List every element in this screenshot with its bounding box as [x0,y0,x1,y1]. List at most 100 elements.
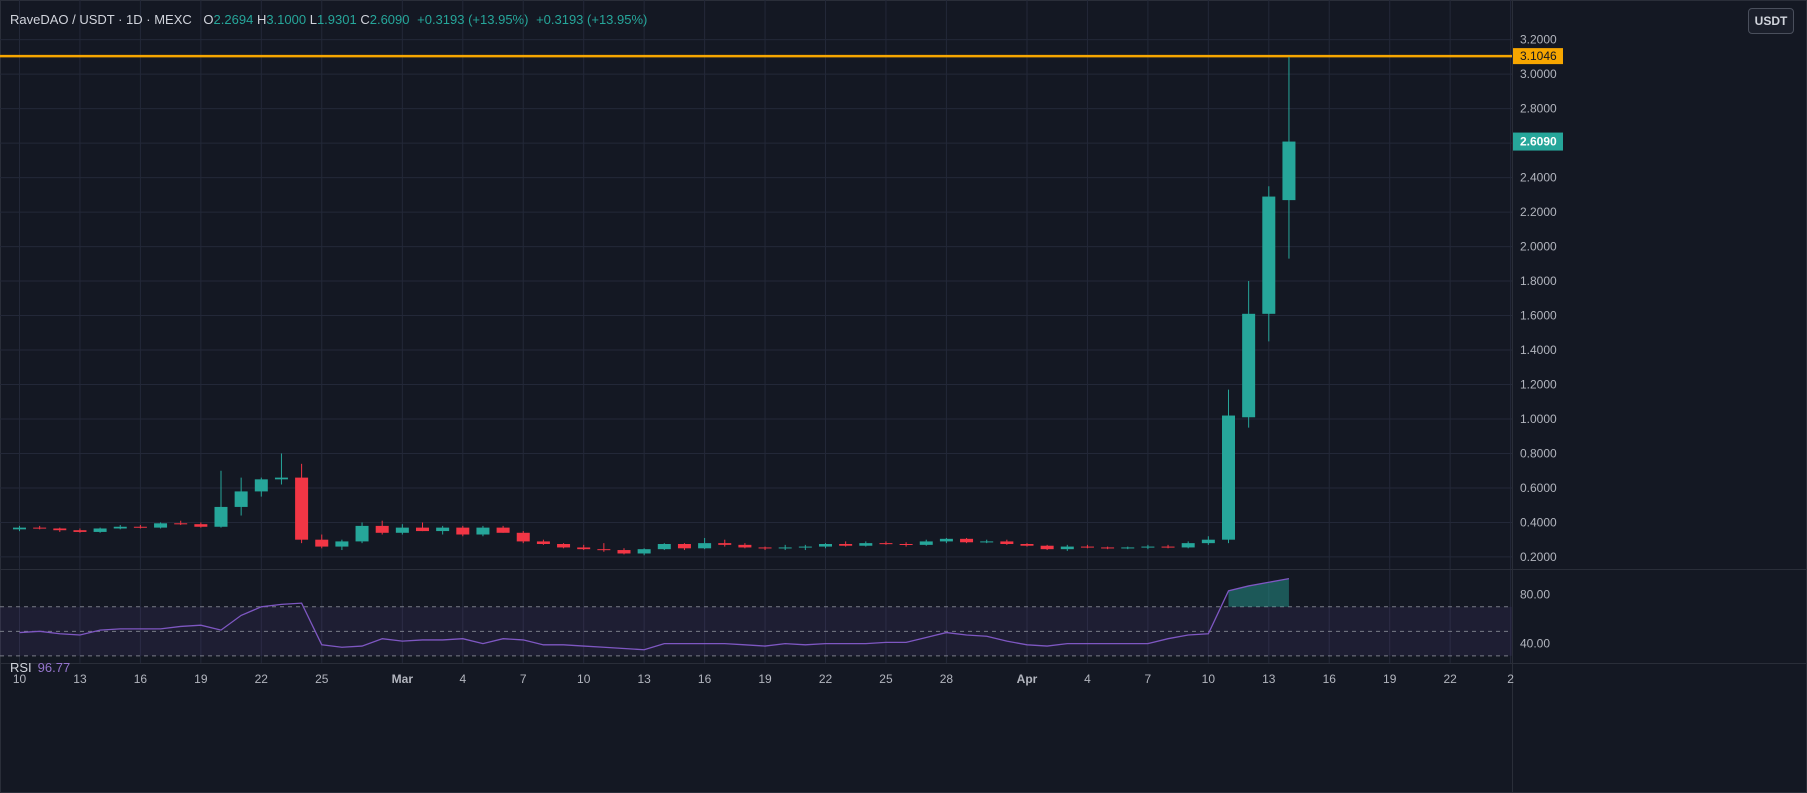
candle-body [93,528,107,532]
time-tick-label: 7 [520,672,527,686]
change-value-2: +0.3193 (+13.95%) [536,12,648,27]
candle-body [657,543,671,550]
candle-body [53,528,67,531]
close-label: C [360,12,370,27]
time-tick-label: 4 [1084,672,1091,686]
time-tick-label: 13 [73,672,87,686]
candle-body [1020,543,1034,546]
price-tick-label: 0.2000 [1520,550,1557,564]
time-tick-label: 16 [1323,672,1337,686]
price-tick-label: 0.8000 [1520,446,1557,460]
candle-body [1121,547,1135,549]
time-tick-label: 25 [315,672,329,686]
time-tick-label: 13 [637,672,651,686]
candle-body [315,539,329,547]
candle-body [778,547,792,549]
price-tick-label: 3.2000 [1520,33,1557,47]
candle-body [1181,543,1195,548]
price-tick-label: 2.0000 [1520,240,1557,254]
price-tick-label: 0.6000 [1520,481,1557,495]
time-tick-label: 19 [758,672,772,686]
candle-body [557,543,571,548]
candle-body [1080,546,1094,548]
price-tick-label: 0.4000 [1520,515,1557,529]
candle-body [637,549,651,554]
rsi-band-fill [0,606,1512,656]
candle-body [536,541,550,544]
candle-body [899,543,913,545]
candle-body [859,543,873,546]
candle-body [476,527,490,535]
symbol-title: RaveDAO / USDT · 1D · MEXC [10,12,192,27]
candle-body [1040,545,1054,550]
rsi-tick-label: 40.00 [1520,637,1550,651]
candle-body [617,550,631,554]
price-tick-label: 2.4000 [1520,171,1557,185]
candle-body [1141,546,1155,548]
candle-body [295,477,309,540]
candle-body [1242,313,1256,418]
price-tick-label: 2.2000 [1520,205,1557,219]
time-tick-label: Mar [392,672,414,686]
candle-body [395,527,409,533]
candle-body [939,538,953,542]
candle-body [677,543,691,549]
time-tick-label: 28 [940,672,954,686]
currency-button[interactable]: USDT [1748,8,1794,34]
time-tick-label: 16 [134,672,148,686]
candle-body [33,527,47,529]
candle-body [254,479,268,492]
candle-body [839,543,853,546]
candle-body [214,506,228,527]
candle-body [819,543,832,547]
low-label: L [309,12,317,27]
price-tick-label: 1.6000 [1520,309,1557,323]
time-tick-label: 10 [13,672,27,686]
candle-body [335,541,349,547]
candle-body [1060,546,1074,550]
hline-price-tag [1513,48,1563,65]
candle-body [698,543,712,549]
last-price-label: 2.6090 [1520,135,1557,149]
candle-body [577,547,591,550]
candle-body [980,541,994,543]
rsi-line [19,577,1290,651]
rsi-label: RSI [10,660,32,675]
price-tick-label: 2.8000 [1520,102,1557,116]
open-label: O [203,12,214,27]
candle-body [456,527,470,535]
rsi-overbought-fill [1228,578,1289,607]
candle-body [919,541,933,545]
candle-body [154,523,168,528]
candle-body [234,491,248,507]
time-tick-label: 22 [819,672,833,686]
candle-body [516,532,530,542]
close-value: 2.6090 [369,12,410,27]
candle-body [718,543,732,545]
candle-body [879,543,893,545]
candle-body [1222,415,1235,540]
candle-body [436,527,450,532]
time-tick-label: 7 [1145,672,1152,686]
candle-body [73,530,87,532]
candle-body [960,538,974,543]
candle-body [113,526,127,529]
last-price-tag [1513,132,1563,151]
time-tick-label: 4 [459,672,466,686]
time-tick-label: 10 [1202,672,1216,686]
candle-body [1282,141,1296,201]
hline-price-label: 3.1046 [1520,49,1557,63]
high-label: H [256,12,267,27]
low-value: 1.9301 [316,12,357,27]
time-tick-label: 19 [194,672,208,686]
rsi-value: 96.77 [37,660,71,675]
time-tick-label: 16 [698,672,712,686]
time-tick-label: 22 [1443,672,1457,686]
candle-body [355,525,369,542]
candle-body [1201,539,1215,544]
price-tick-label: 1.4000 [1520,343,1557,357]
price-tick-label: 1.0000 [1520,412,1557,426]
high-value: 3.1000 [266,12,307,27]
